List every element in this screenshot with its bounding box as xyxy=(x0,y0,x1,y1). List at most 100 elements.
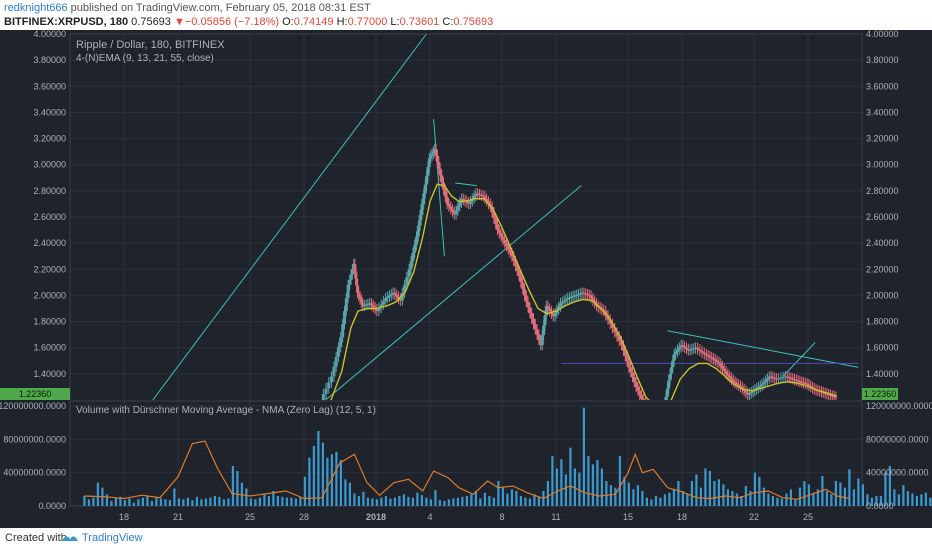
volume-bar xyxy=(177,498,180,506)
volume-bar xyxy=(308,457,311,506)
candle-body xyxy=(503,239,507,244)
trendline-steep xyxy=(152,33,427,401)
candle-body xyxy=(415,236,418,245)
candle-body xyxy=(451,209,454,212)
volume-bar xyxy=(695,474,698,506)
candle-body xyxy=(478,194,481,196)
candle-body xyxy=(497,230,501,234)
candle-body xyxy=(544,305,548,316)
volume-bar xyxy=(245,488,248,506)
volume-bar xyxy=(911,493,914,506)
volume-bar xyxy=(533,494,536,506)
volume-bar xyxy=(191,500,194,506)
candle-body xyxy=(674,351,678,355)
volume-bar xyxy=(155,496,158,506)
volume-bar xyxy=(582,407,585,506)
volume-bar xyxy=(231,466,234,506)
candle-body xyxy=(343,311,346,325)
created-with-text: Created with xyxy=(5,532,67,544)
candle-body xyxy=(349,274,353,280)
volume-bar xyxy=(92,497,95,506)
candle-body xyxy=(667,380,671,389)
volume-bar xyxy=(600,468,603,506)
author-link[interactable]: redknight666 xyxy=(4,2,68,14)
candle-body xyxy=(694,347,697,349)
candle-body xyxy=(426,167,430,176)
time-tick-label: 2018 xyxy=(366,512,386,522)
chart-background xyxy=(0,30,932,528)
candle-body xyxy=(400,292,404,301)
volume-bar xyxy=(510,489,513,506)
candle-body xyxy=(483,196,487,199)
volume-bar xyxy=(371,498,374,506)
candle-body xyxy=(762,382,766,385)
candle-body xyxy=(384,298,388,302)
volume-tick-label-left: 40000000.0000 xyxy=(3,468,66,478)
volume-tick-label-right: 0.0000 xyxy=(866,501,894,511)
candle-body xyxy=(571,296,575,298)
candle-body xyxy=(431,151,435,154)
candle-body xyxy=(469,201,472,204)
candle-body xyxy=(366,303,370,305)
candle-body xyxy=(619,340,623,346)
candle-body xyxy=(354,271,358,279)
tradingview-brand-link[interactable]: TradingView xyxy=(82,532,143,544)
time-tick-label: 28 xyxy=(299,512,309,522)
volume-bar xyxy=(789,489,792,506)
candle-body xyxy=(730,377,733,380)
price-tick-label-left: 3.00000 xyxy=(33,160,66,170)
candle-body xyxy=(492,212,496,219)
volume-bar xyxy=(267,496,270,506)
candle-body xyxy=(739,385,742,387)
candle-body xyxy=(521,282,525,289)
low-value: 0.73601 xyxy=(399,16,440,28)
volume-bar xyxy=(560,459,563,506)
volume-bar xyxy=(636,485,639,506)
candle-body xyxy=(802,382,805,384)
grid-lines xyxy=(0,30,932,528)
time-tick-label: 11 xyxy=(551,512,560,522)
candle-body xyxy=(375,309,379,312)
volume-bar xyxy=(870,497,873,506)
candle-body xyxy=(640,394,643,399)
low-label: L: xyxy=(390,16,400,28)
candle-body xyxy=(519,275,523,283)
price-tick-label-right: 1.80000 xyxy=(866,317,899,327)
volume-bar xyxy=(677,481,680,506)
candle-body xyxy=(785,376,789,378)
volume-bar xyxy=(731,491,734,506)
candle-body xyxy=(506,246,510,250)
price-tick-label-left: 2.20000 xyxy=(33,264,66,274)
price-tick-label-right: 1.40000 xyxy=(866,369,899,379)
price-tick-label-right: 2.20000 xyxy=(866,264,899,274)
volume-bar xyxy=(645,497,648,506)
candle-body xyxy=(461,198,465,201)
axis-labels: 4.00000 4.00000 3.80000 3.80000 3.60000 3.600… xyxy=(0,30,932,522)
candle-body xyxy=(485,198,489,202)
candle-body xyxy=(568,297,571,299)
volume-bar xyxy=(920,494,923,506)
candle-body xyxy=(409,261,413,270)
candle-body xyxy=(613,328,617,333)
candle-body xyxy=(823,392,827,394)
volume-bar xyxy=(411,497,414,506)
candle-body xyxy=(530,313,534,319)
chart-canvas[interactable]: 4.00000 4.00000 3.80000 3.80000 3.60000 3.600… xyxy=(0,30,932,528)
price-tick-label-right: 2.80000 xyxy=(866,186,899,196)
volume-bar xyxy=(861,484,864,506)
volume-bar xyxy=(834,481,837,506)
published-text: published on TradingView.com, February 0… xyxy=(70,2,371,14)
close-value: 0.75693 xyxy=(453,16,494,28)
candle-body xyxy=(580,292,584,294)
candle-body xyxy=(447,203,451,207)
chart-area[interactable]: 4.00000 4.00000 3.80000 3.80000 3.60000 3.600… xyxy=(0,30,932,528)
price-tick-label-right: 3.40000 xyxy=(866,107,899,117)
candle-body xyxy=(726,373,730,376)
candle-body xyxy=(669,367,673,374)
candle-body xyxy=(764,380,768,383)
candle-body xyxy=(564,299,568,301)
volume-bar xyxy=(762,487,765,506)
high-label: H: xyxy=(336,16,348,28)
candle-body xyxy=(668,373,672,381)
price-tick-label-left: 2.00000 xyxy=(33,290,66,300)
